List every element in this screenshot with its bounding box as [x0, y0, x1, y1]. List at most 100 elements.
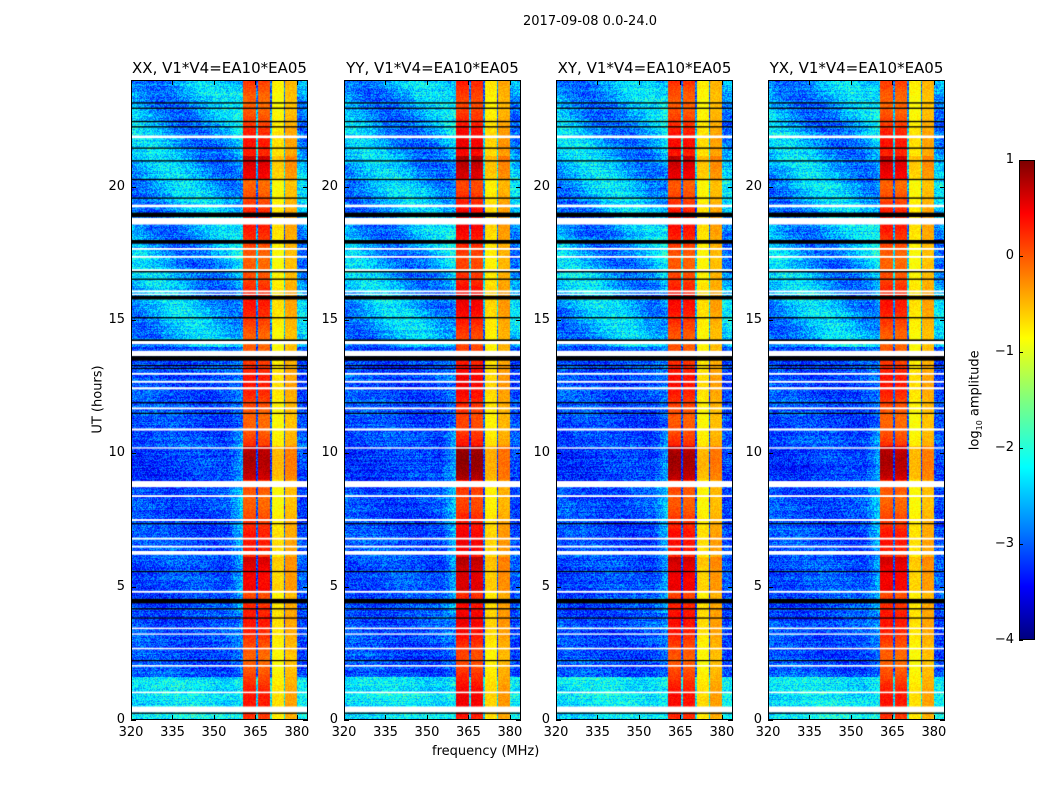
colorbar-tick-mark	[1019, 160, 1023, 161]
y-tick-mark	[556, 586, 561, 588]
x-tick-mark	[255, 715, 257, 720]
x-tick-mark	[385, 80, 387, 85]
y-tick-mark	[940, 453, 945, 455]
y-tick-mark	[516, 453, 521, 455]
x-tick-label: 365	[456, 725, 481, 740]
x-tick-mark	[597, 715, 599, 720]
y-tick-mark	[131, 720, 136, 721]
x-tick-mark	[556, 715, 557, 720]
heatmap-panel-1	[344, 80, 521, 720]
y-tick-mark	[768, 720, 773, 721]
heatmap-panel-3	[768, 80, 945, 720]
x-tick-mark	[509, 80, 511, 85]
y-tick-label: 20	[533, 178, 550, 194]
x-tick-mark	[509, 715, 511, 720]
colorbar-tick-mark	[1019, 448, 1023, 449]
y-tick-label: 15	[533, 312, 550, 327]
y-tick-mark	[344, 186, 349, 188]
y-tick-mark	[940, 186, 945, 188]
y-tick-mark	[768, 586, 773, 588]
x-tick-label: 350	[414, 725, 440, 740]
heatmap-canvas	[345, 81, 520, 719]
y-tick-mark	[728, 453, 733, 455]
y-tick-label: 10	[321, 445, 338, 461]
x-tick-mark	[131, 80, 132, 85]
x-tick-mark	[172, 715, 174, 720]
x-tick-label: 350	[201, 725, 227, 740]
x-tick-mark	[426, 80, 428, 85]
colorbar-tick-label: 1	[1005, 152, 1014, 167]
x-tick-mark	[721, 715, 723, 720]
x-tick-label: 320	[755, 725, 781, 740]
y-tick-mark	[344, 320, 349, 321]
x-tick-mark	[850, 715, 852, 720]
heatmap-canvas	[769, 81, 944, 719]
y-tick-mark	[516, 320, 521, 321]
y-tick-mark	[131, 186, 136, 188]
y-tick-label: 0	[753, 712, 762, 727]
x-tick-mark	[468, 80, 470, 85]
y-axis-label: UT (hours)	[90, 365, 106, 434]
x-tick-mark	[426, 715, 428, 720]
x-tick-label: 335	[797, 725, 822, 740]
y-tick-mark	[556, 186, 561, 188]
y-tick-mark	[131, 586, 136, 588]
x-tick-label: 365	[668, 725, 693, 740]
x-tick-mark	[131, 715, 132, 720]
y-tick-label: 5	[753, 578, 762, 594]
y-tick-label: 15	[745, 312, 762, 327]
x-tick-mark	[213, 715, 215, 720]
y-tick-label: 0	[541, 712, 550, 727]
y-tick-mark	[303, 320, 308, 321]
colorbar-label: log10 amplitude	[967, 350, 985, 451]
x-tick-mark	[809, 715, 811, 720]
y-tick-mark	[728, 320, 733, 321]
x-tick-label: 350	[626, 725, 652, 740]
x-tick-label: 380	[709, 725, 735, 740]
y-tick-mark	[728, 720, 733, 721]
x-tick-mark	[255, 80, 257, 85]
x-tick-mark	[296, 715, 298, 720]
y-tick-mark	[344, 720, 349, 721]
y-tick-label: 20	[745, 178, 762, 194]
y-tick-mark	[344, 586, 349, 588]
x-tick-label: 320	[118, 725, 144, 740]
y-tick-mark	[303, 453, 308, 455]
y-tick-mark	[516, 720, 521, 721]
x-axis-label: frequency (MHz)	[432, 744, 540, 759]
x-tick-mark	[892, 80, 894, 85]
heatmap-panel-2	[556, 80, 733, 720]
y-tick-label: 15	[108, 312, 125, 327]
panel-title: XY, V1*V4=EA10*EA05	[557, 59, 732, 77]
x-tick-mark	[213, 80, 215, 85]
x-tick-mark	[385, 715, 387, 720]
colorbar-tick-mark	[1019, 640, 1023, 641]
y-tick-label: 10	[108, 445, 125, 461]
x-tick-label: 335	[585, 725, 610, 740]
y-tick-mark	[940, 720, 945, 721]
heatmap-panel-0	[131, 80, 308, 720]
panel-title: YY, V1*V4=EA10*EA05	[346, 59, 519, 77]
x-tick-mark	[768, 715, 769, 720]
x-tick-mark	[768, 80, 769, 85]
colorbar-tick-label: −4	[994, 632, 1014, 647]
y-tick-mark	[516, 586, 521, 588]
x-tick-mark	[933, 80, 935, 85]
x-tick-mark	[344, 715, 345, 720]
colorbar-tick-label: −2	[994, 440, 1014, 455]
colorbar-tick-mark	[1019, 544, 1023, 545]
x-tick-mark	[933, 715, 935, 720]
colorbar-tick-mark	[1019, 256, 1023, 257]
y-tick-mark	[303, 586, 308, 588]
heatmap-canvas	[557, 81, 732, 719]
y-tick-label: 15	[321, 312, 338, 327]
x-tick-mark	[638, 715, 640, 720]
y-tick-label: 5	[541, 578, 550, 594]
y-tick-mark	[940, 320, 945, 321]
y-tick-mark	[303, 186, 308, 188]
x-tick-label: 365	[880, 725, 905, 740]
colorbar-tick-label: 0	[1005, 248, 1014, 263]
colorbar-tick-label: −3	[994, 536, 1014, 551]
x-tick-mark	[296, 80, 298, 85]
y-tick-label: 10	[745, 445, 762, 461]
